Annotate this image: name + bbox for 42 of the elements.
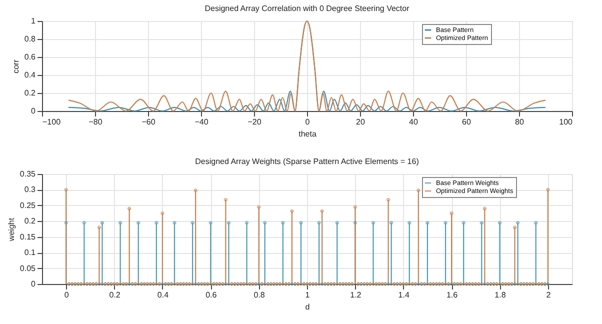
y-tick-label: 0.25 <box>20 200 36 210</box>
y-tick-label: 0.05 <box>20 264 36 273</box>
y-tick-label: 0.6 <box>24 52 36 62</box>
y-tick-label: 0.35 <box>20 170 36 178</box>
y-tick-label: 0.3 <box>24 185 36 194</box>
y-tick-label: 0.1 <box>24 248 36 258</box>
x-tick-label: 1.2 <box>350 290 362 300</box>
x-tick-label: 0.8 <box>254 290 266 300</box>
y-tick-label: 0.2 <box>24 216 36 226</box>
x-tick-label: 0.6 <box>206 290 218 300</box>
x-tick-label: 0 <box>64 290 70 300</box>
x-tick-label: 1.8 <box>494 290 506 300</box>
x-tick-label: 0 <box>305 118 310 126</box>
y-tick-label: 0.15 <box>20 232 36 242</box>
y-axis-title: weight <box>6 217 16 242</box>
chart-title: Designed Array Correlation with 0 Degree Steering Vector <box>204 4 410 13</box>
x-tick-label: 0.4 <box>157 290 170 300</box>
x-tick-label: 0.2 <box>109 290 121 300</box>
x-tick-label: 1.4 <box>398 290 410 300</box>
y-tick-label: 0 <box>31 280 36 288</box>
y-tick-label: 1 <box>31 16 36 26</box>
x-axis-title: theta <box>298 130 317 138</box>
x-tick-label: 80 <box>515 118 524 126</box>
y-tick-label: 0 <box>31 106 36 116</box>
x-tick-label: −60 <box>142 118 156 126</box>
x-tick-label: 1.6 <box>446 290 458 300</box>
x-tick-label: 100 <box>559 118 574 126</box>
x-tick-label: 1 <box>305 290 310 300</box>
y-axis-title: corr <box>11 59 20 74</box>
y-tick-label: 0.8 <box>24 34 36 44</box>
y-tick-label: 0.4 <box>24 70 36 80</box>
x-tick-label: 40 <box>409 118 418 126</box>
y-tick-label: 0.2 <box>24 88 36 98</box>
x-tick-label: −40 <box>194 118 209 126</box>
x-tick-label: 60 <box>462 118 472 126</box>
chart-title: Designed Array Weights (Sparse Pattern Active Elements = 16) <box>195 157 420 166</box>
x-tick-label: −100 <box>42 118 62 126</box>
x-tick-label: 20 <box>356 118 366 126</box>
x-axis-title: d <box>305 302 310 312</box>
x-tick-label: −80 <box>88 118 103 126</box>
x-tick-label: 2 <box>546 290 552 300</box>
x-tick-label: −20 <box>248 118 262 126</box>
